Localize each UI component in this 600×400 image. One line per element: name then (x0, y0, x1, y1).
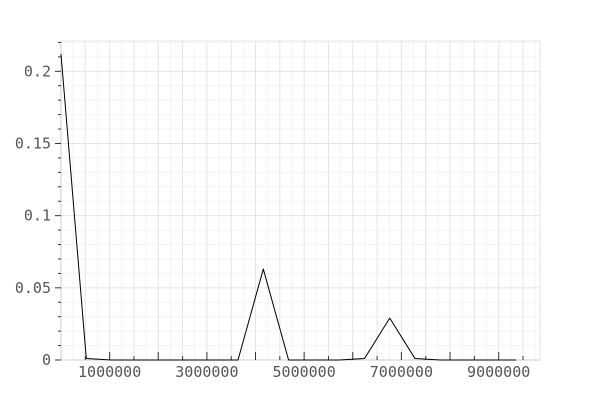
y-tick-label: 0.2 (24, 62, 51, 80)
x-tick-label: 7000000 (370, 363, 433, 381)
y-tick-label: 0.05 (15, 279, 51, 297)
x-tick-label: 5000000 (273, 363, 336, 381)
y-tick-label: 0.15 (15, 134, 51, 152)
tick-labels: 0 0.05 0.1 0.15 0.2 1000000 3000000 5000000 7000… (15, 62, 530, 381)
plot-frame (60, 40, 541, 361)
x-tick-label: 1000000 (78, 363, 141, 381)
series-line (60, 53, 517, 361)
axes (55, 41, 540, 361)
x-tick-label: 3000000 (175, 363, 238, 381)
series-lines (60, 53, 517, 361)
minor-grid (61, 41, 540, 360)
major-grid (60, 40, 541, 361)
x-tick-label: 9000000 (467, 363, 530, 381)
y-tick-label: 0.1 (24, 207, 51, 225)
y-tick-label: 0 (42, 351, 51, 369)
